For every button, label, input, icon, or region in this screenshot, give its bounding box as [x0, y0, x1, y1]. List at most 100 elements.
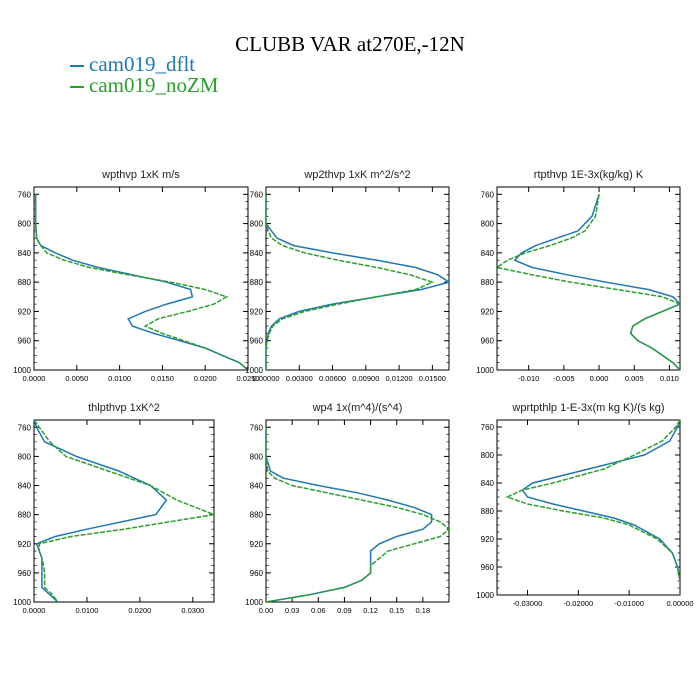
legend-label-nozm: cam019_noZM: [89, 73, 219, 97]
y-tick-label: 840: [250, 482, 264, 491]
y-tick-label: 840: [481, 479, 495, 488]
chart-panel-3: rtpthvp 1E-3x(kg/kg) K 760 800 840 880 920 960…: [476, 169, 681, 383]
series-line-cam019_dflt: [266, 194, 449, 370]
y-tick-label: 840: [481, 249, 495, 258]
y-tick-label: 760: [18, 423, 32, 432]
x-tick-label: -0.01000: [614, 599, 644, 608]
y-tick-label: 1000: [476, 591, 494, 600]
y-tick-label: 920: [18, 307, 32, 316]
y-tick-label: 920: [481, 307, 495, 316]
chart-panel-4: thlpthvp 1xK^2 760 800 840 880 920 960 10000.00…: [13, 402, 215, 615]
x-tick-label: 0.0250: [237, 374, 260, 383]
panel-frame: [496, 186, 681, 371]
y-tick-label: 1000: [13, 598, 31, 607]
panel-frame: [265, 186, 450, 371]
x-tick-label: -0.005: [553, 374, 574, 383]
chart-panel-2: wp2thvp 1xK m^2/s^2 760 800 840 880 920 960 100…: [245, 169, 450, 383]
y-tick-label: 960: [250, 337, 264, 346]
y-tick-label: 840: [18, 249, 32, 258]
y-tick-label: 1000: [13, 366, 31, 375]
y-tick-label: 880: [481, 278, 495, 287]
y-tick-label: 840: [18, 482, 32, 491]
y-tick-label: 760: [250, 190, 264, 199]
x-tick-label: -0.03000: [513, 599, 543, 608]
x-tick-label: 0.0000: [23, 374, 46, 383]
panel-title: wp4 1x(m^4)/(s^4): [312, 402, 403, 414]
x-tick-label: 0.0200: [194, 374, 217, 383]
y-tick-label: 760: [481, 423, 495, 432]
x-tick-label: 0.0050: [65, 374, 88, 383]
series-line-cam019_dflt: [34, 194, 248, 370]
panel-title: wprtpthlp 1-E-3x(m kg K)/(s kg): [511, 402, 664, 414]
y-tick-label: 960: [481, 563, 495, 572]
legend-entry-nozm: cam019_noZM: [70, 73, 218, 98]
x-tick-label: 0.0100: [108, 374, 131, 383]
y-tick-label: 800: [18, 220, 32, 229]
y-tick-label: 880: [250, 511, 264, 520]
x-tick-label: 0.09: [337, 606, 352, 615]
y-tick-label: 880: [481, 507, 495, 516]
x-tick-label: 0.000: [590, 374, 609, 383]
x-tick-label: 0.01500: [419, 374, 446, 383]
series-line-cam019_noZM: [34, 194, 248, 370]
x-tick-label: 0.0100: [75, 606, 98, 615]
x-tick-label: 0.0000: [23, 606, 46, 615]
y-tick-label: 1000: [245, 598, 263, 607]
legend-entry-dflt: cam019_dflt: [70, 52, 195, 77]
chart-panel-5: wp4 1x(m^4)/(s^4)76080084088092096010000…: [245, 402, 450, 615]
series-line-cam019_dflt: [521, 420, 680, 595]
panel-frame: [33, 419, 215, 603]
page-title: CLUBB VAR at270E,-12N: [235, 32, 465, 56]
y-tick-label: 880: [250, 278, 264, 287]
y-tick-label: 800: [18, 452, 32, 461]
y-tick-label: 880: [18, 511, 32, 520]
x-tick-label: 0.0300: [181, 606, 204, 615]
panel-frame: [33, 186, 249, 371]
x-tick-label: 0.12: [363, 606, 378, 615]
y-tick-label: 880: [18, 278, 32, 287]
panel-frame: [496, 419, 681, 596]
x-tick-label: 0.00300: [286, 374, 313, 383]
x-tick-label: 0.005: [625, 374, 644, 383]
x-tick-label: 0.01200: [386, 374, 413, 383]
series-line-cam019_dflt: [513, 194, 680, 370]
x-tick-label: 0.15: [389, 606, 404, 615]
x-tick-label: 0.00600: [319, 374, 346, 383]
y-tick-label: 960: [18, 569, 32, 578]
y-tick-label: 960: [250, 569, 264, 578]
y-tick-label: 960: [481, 337, 495, 346]
legend-line-nozm-icon: [70, 86, 84, 89]
series-line-cam019_dflt: [266, 427, 433, 602]
x-tick-label: 0.00: [259, 606, 274, 615]
chart-panel-1: wpthvp 1xK m/s76080084088092096010000.00…: [13, 169, 259, 383]
y-tick-label: 800: [481, 220, 495, 229]
panel-title: wpthvp 1xK m/s: [101, 169, 180, 181]
y-tick-label: 920: [250, 540, 264, 549]
y-tick-label: 800: [481, 451, 495, 460]
panel-title: rtpthvp 1E-3x(kg/kg) K: [534, 169, 644, 181]
y-tick-label: 760: [481, 190, 495, 199]
series-line-cam019_dflt: [34, 420, 168, 602]
x-tick-label: -0.010: [518, 374, 539, 383]
x-tick-label: 0.0200: [128, 606, 151, 615]
panel-title: wp2thvp 1xK m^2/s^2: [303, 169, 410, 181]
panel-frame: [265, 419, 450, 603]
legend-label-dflt: cam019_dflt: [89, 52, 196, 76]
x-tick-label: 0.03: [285, 606, 300, 615]
y-tick-label: 760: [250, 423, 264, 432]
y-tick-label: 760: [18, 190, 32, 199]
x-tick-label: 0.00900: [352, 374, 379, 383]
y-tick-label: 1000: [245, 366, 263, 375]
y-tick-label: 920: [481, 535, 495, 544]
y-tick-label: 920: [250, 307, 264, 316]
y-tick-label: 960: [18, 337, 32, 346]
y-tick-label: 800: [250, 452, 264, 461]
y-tick-label: 1000: [476, 366, 494, 375]
x-tick-label: 0.00000: [252, 374, 279, 383]
y-tick-label: 840: [250, 249, 264, 258]
chart-panel-6: wprtpthlp 1-E-3x(m kg K)/(s kg) 760 800 840…: [476, 402, 693, 608]
x-tick-label: 0.06: [311, 606, 326, 615]
series-line-cam019_noZM: [34, 420, 214, 602]
x-tick-label: 0.0150: [151, 374, 174, 383]
